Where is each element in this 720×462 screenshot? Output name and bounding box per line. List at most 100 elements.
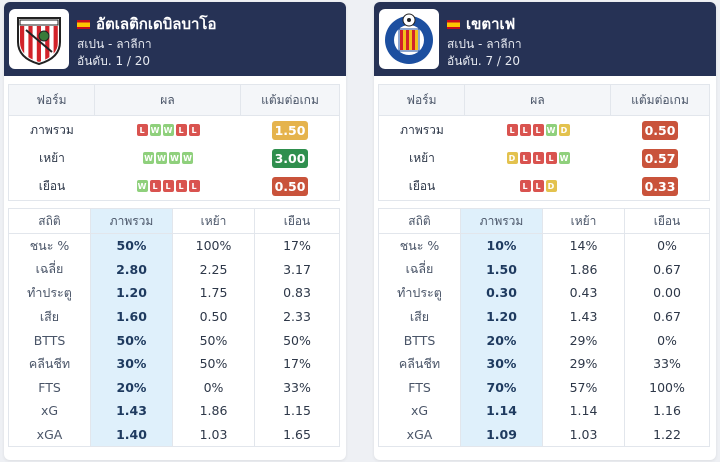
form-result-badge[interactable]: D (545, 180, 557, 192)
stats-row: คลีนชีท 30% 50% 17% (9, 351, 339, 376)
form-result-badge[interactable]: L (519, 124, 531, 136)
league-name: สเปน - ลาลีกา (447, 37, 522, 51)
getafe-crest-icon (385, 13, 433, 64)
form-result-badge[interactable]: D (506, 152, 518, 164)
form-result-badge[interactable]: L (519, 152, 531, 164)
stat-overall-value: 2.80 (91, 257, 173, 282)
stat-overall-value: 1.40 (91, 422, 173, 447)
form-result-badge[interactable]: L (175, 180, 187, 192)
stats-row: FTS 20% 0% 33% (9, 375, 339, 400)
form-result-badge[interactable]: W (156, 152, 167, 164)
result-column-header: ผล (465, 85, 611, 115)
form-result-badge[interactable]: W (545, 124, 557, 136)
form-result-badge[interactable]: L (188, 180, 200, 192)
stats-row: ทำประตู 1.20 1.75 0.83 (9, 281, 339, 305)
team-card-home: อัตเลติกเดบิลบาโอ สเปน - ลาลีกา อันดับ. … (4, 2, 346, 460)
stats-row: ทำประตู 0.30 0.43 0.00 (379, 281, 709, 305)
stat-label: เสีย (9, 304, 91, 329)
stats-table-header: สถิติ ภาพรวม เหย้า เยือน (9, 209, 339, 234)
stats-row: เสีย 1.60 0.50 2.33 (9, 304, 339, 329)
stat-away-value: 17% (283, 238, 311, 254)
stat-home-value: 1.86 (543, 257, 625, 282)
form-result-badge[interactable]: W (143, 152, 154, 164)
ppg-badge: 3.00 (272, 148, 308, 168)
form-result-badge[interactable]: L (545, 152, 557, 164)
stats-row: ชนะ % 50% 100% 17% (9, 234, 339, 258)
form-result-badge[interactable]: L (188, 124, 200, 136)
team-name[interactable]: เขตาเฟ (466, 15, 516, 33)
stat-away-value: 0.67 (653, 309, 681, 325)
league-rank: อันดับ. 1 / 20 (77, 54, 151, 68)
form-result-badge[interactable]: W (182, 152, 193, 164)
stat-overall-value: 10% (461, 234, 543, 258)
stat-away-value: 1.22 (653, 427, 681, 443)
form-row-label: เหย้า (39, 150, 65, 165)
spain-flag-icon (77, 19, 90, 29)
form-table-header: ฟอร์ม ผล แต้มต่อเกม (9, 85, 339, 116)
stat-away-value: 0.00 (653, 285, 681, 301)
stat-label: คลีนชีท (9, 351, 91, 376)
team-logo[interactable] (379, 9, 439, 69)
form-row-label: เยือน (408, 178, 436, 193)
home-column-header: เหย้า (173, 209, 255, 233)
form-result-badge[interactable]: L (162, 180, 174, 192)
form-result-badge[interactable]: W (169, 152, 180, 164)
stat-label: ชนะ % (379, 234, 461, 258)
ppg-column-header: แต้มต่อเกม (261, 92, 319, 107)
stats-row: xG 1.14 1.14 1.16 (379, 399, 709, 423)
form-result-badge[interactable]: W (136, 180, 148, 192)
stat-home-value: 57% (543, 375, 625, 400)
ppg-column-header: แต้มต่อเกม (631, 92, 689, 107)
form-result-badge[interactable]: L (532, 180, 544, 192)
stat-home-value: 2.25 (173, 257, 255, 282)
stat-label: เฉลี่ย (379, 257, 461, 282)
stat-away-value: 3.17 (283, 261, 311, 277)
form-result-badge[interactable]: L (506, 124, 518, 136)
form-result-badge[interactable]: L (149, 180, 161, 192)
stats-row: ชนะ % 10% 14% 0% (379, 234, 709, 258)
stat-away-value: 0.83 (283, 285, 311, 301)
stats-table: สถิติ ภาพรวม เหย้า เยือน ชนะ % 10% 14% 0% เฉ… (378, 208, 710, 448)
stat-overall-value: 20% (91, 375, 173, 400)
stat-label: BTTS (9, 328, 91, 352)
form-result-badge[interactable]: L (175, 124, 187, 136)
stat-home-value: 0.50 (173, 304, 255, 329)
stat-away-value: 0% (657, 238, 677, 254)
form-result-badge[interactable]: W (558, 152, 570, 164)
stat-label: ชนะ % (9, 234, 91, 258)
stats-row: เฉลี่ย 1.50 1.86 0.67 (379, 257, 709, 282)
form-result-badge[interactable]: L (532, 124, 544, 136)
stat-label: xG (9, 399, 91, 423)
form-row-label: ภาพรวม (30, 122, 74, 137)
form-result-badge[interactable]: L (136, 124, 148, 136)
ppg-badge: 1.50 (272, 120, 308, 140)
team-name[interactable]: อัตเลติกเดบิลบาโอ (96, 15, 217, 33)
overall-column-header: ภาพรวม (91, 209, 173, 233)
form-result-badge[interactable]: W (149, 124, 161, 136)
stat-home-value: 29% (543, 328, 625, 352)
stat-overall-value: 30% (461, 351, 543, 376)
form-result-badge[interactable]: L (532, 152, 544, 164)
stats-row: xG 1.43 1.86 1.15 (9, 399, 339, 423)
stat-overall-value: 50% (91, 328, 173, 352)
stat-away-value: 0% (657, 332, 677, 348)
stats-column-header: สถิติ (9, 209, 91, 233)
stat-away-value: 2.33 (283, 309, 311, 325)
away-column-header: เยือน (653, 213, 681, 228)
form-result-badge[interactable]: D (558, 124, 570, 136)
form-result-badge[interactable]: W (162, 124, 174, 136)
stats-row: คลีนชีท 30% 29% 33% (379, 351, 709, 376)
stat-away-value: 1.65 (283, 427, 311, 443)
overall-column-header: ภาพรวม (461, 209, 543, 233)
form-result-badge[interactable]: L (519, 180, 531, 192)
stats-row: xGA 1.09 1.03 1.22 (379, 422, 709, 447)
stat-label: xG (379, 399, 461, 423)
team-logo[interactable] (9, 9, 69, 69)
stats-row: เสีย 1.20 1.43 0.67 (379, 304, 709, 329)
stat-overall-value: 1.20 (91, 281, 173, 305)
